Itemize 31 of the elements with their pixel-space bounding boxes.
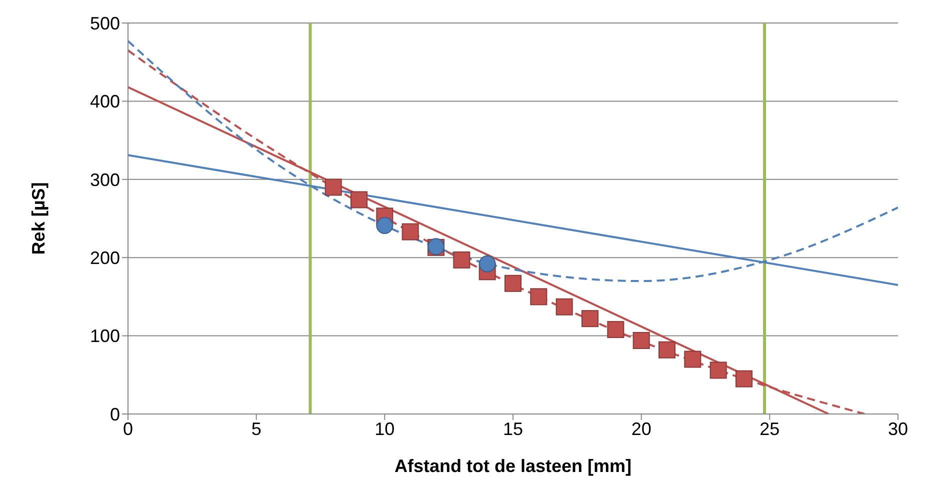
point [582, 310, 598, 328]
point [376, 217, 394, 234]
y-tick-label: 200 [90, 248, 120, 268]
y-tick-label: 0 [110, 404, 120, 424]
y-tick-label: 300 [90, 170, 120, 190]
point [632, 332, 650, 349]
x-tick-label: 30 [888, 418, 908, 439]
y-tick-label: 400 [90, 92, 120, 112]
x-tick-label: 25 [760, 418, 780, 439]
x-axis-title: Afstand tot de lasteen [mm] [394, 456, 632, 476]
x-tick-label: 15 [502, 418, 524, 439]
point [350, 191, 368, 208]
y-tick-label: 500 [90, 13, 120, 34]
x-tick-label: 20 [631, 418, 652, 439]
x-tick-label: 10 [374, 418, 395, 439]
point [453, 251, 470, 268]
point [324, 178, 342, 196]
x-tick-label: 5 [251, 418, 262, 439]
y-axis-title: Rek [µS] [28, 182, 48, 255]
point [402, 223, 419, 240]
point [684, 350, 702, 368]
point [478, 255, 496, 272]
point [607, 321, 624, 338]
point [710, 362, 727, 379]
x-tick-label: 0 [122, 418, 134, 439]
point [556, 298, 573, 316]
point [530, 288, 548, 306]
point [658, 341, 676, 358]
y-tick-label: 100 [90, 326, 120, 346]
point [736, 370, 752, 388]
point [504, 274, 522, 292]
